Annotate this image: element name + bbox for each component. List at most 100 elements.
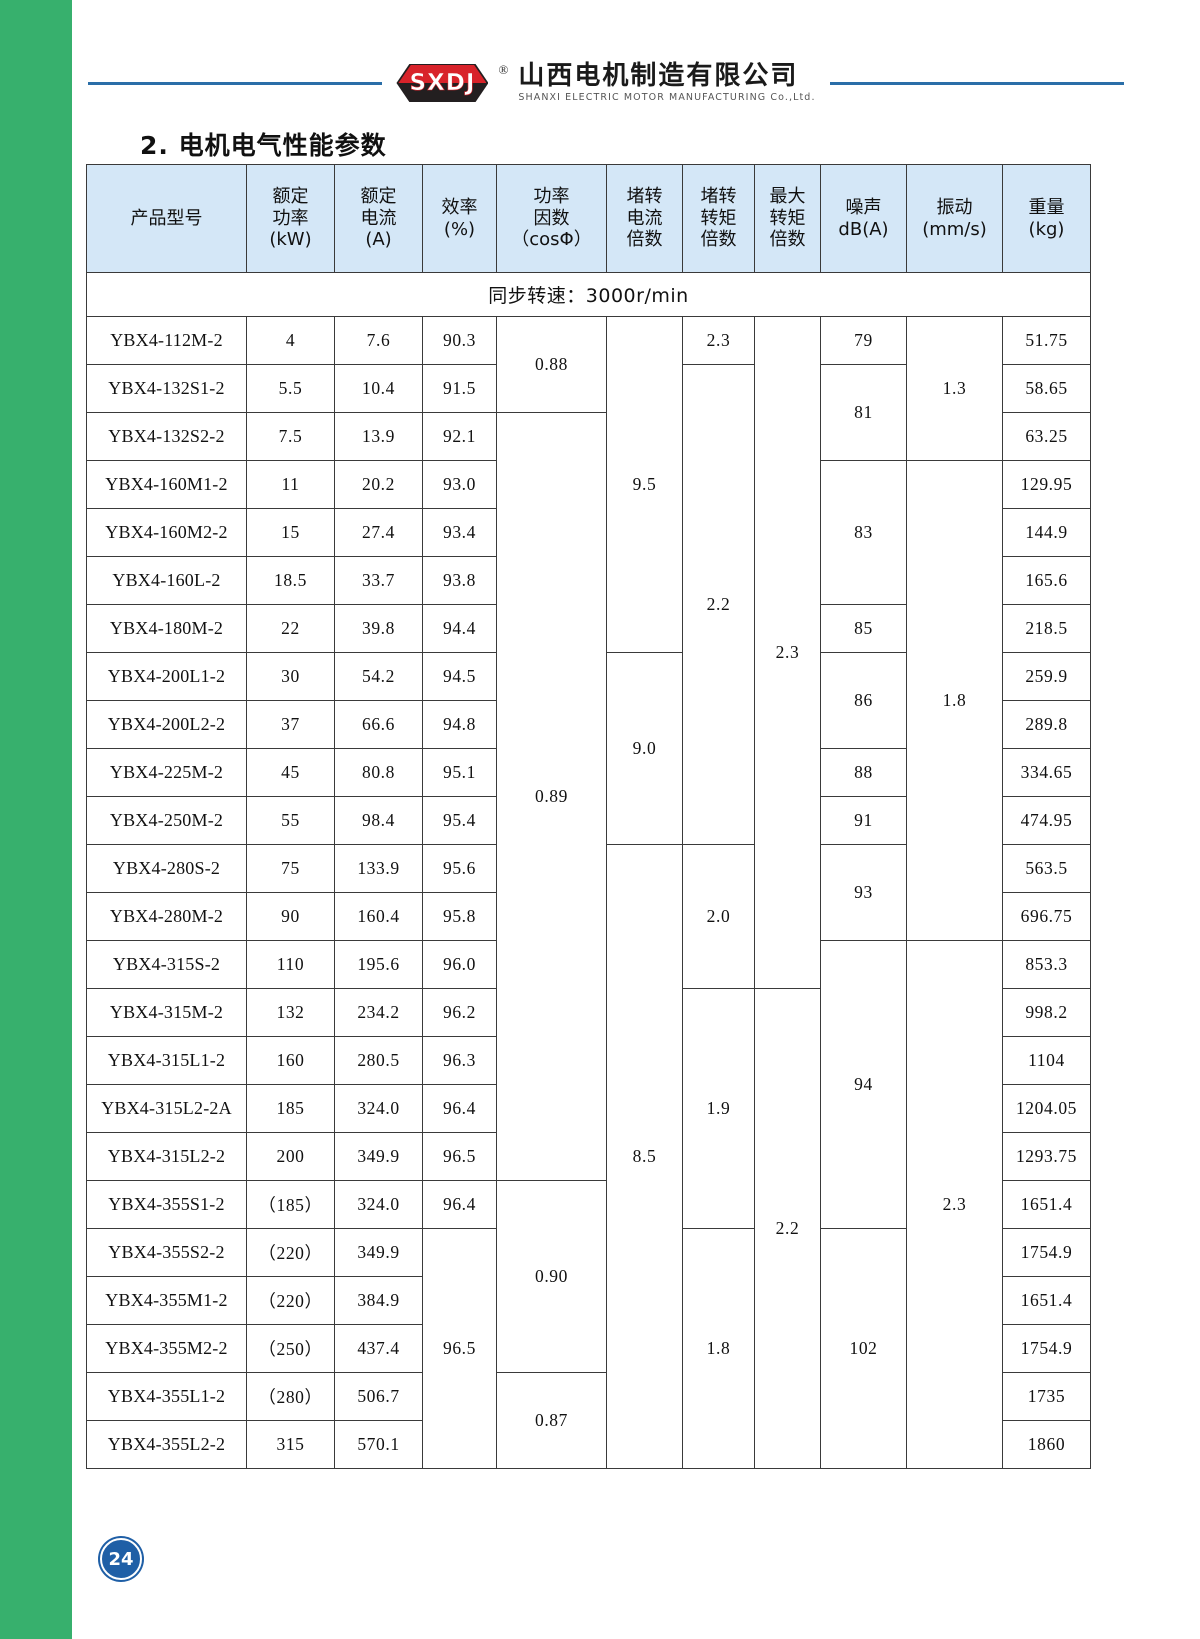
company-name-en: SHANXI ELECTRIC MOTOR MANUFACTURING Co.,… (518, 91, 816, 103)
cell-efficiency: 95.1 (422, 748, 497, 797)
left-green-band (0, 0, 72, 1639)
cell-noise: 91 (820, 796, 907, 845)
synchronous-speed-label: 同步转速：3000r/min (86, 272, 1091, 317)
cell-model: YBX4-200L1-2 (86, 652, 247, 701)
cell-power: （220） (246, 1276, 335, 1325)
cell-noise: 94 (820, 940, 907, 1229)
motor-parameters-table-wrap: 产品型号 额定 功率 (kW) 额定 电流 (A) 效率 (%) 功率 因数 （cosΦ） 堵转 电流 倍数… (86, 164, 1091, 1469)
cell-power-factor: 0.88 (496, 316, 607, 413)
header-rule-left (88, 81, 383, 85)
cell-weight: 1204.05 (1002, 1084, 1091, 1133)
cell-current: 98.4 (334, 796, 423, 845)
cell-current: 80.8 (334, 748, 423, 797)
sxdj-logo-icon: SXDJ (396, 60, 489, 106)
cell-weight: 563.5 (1002, 844, 1091, 893)
cell-power: 45 (246, 748, 335, 797)
table-row: YBX4-315S-2 110 195.6 96.0 94 2.3 853.3 (86, 940, 1091, 1469)
cell-power: 11 (246, 460, 335, 509)
cell-current: 27.4 (334, 508, 423, 557)
cell-efficiency: 96.2 (422, 988, 497, 1037)
cell-power: 18.5 (246, 556, 335, 605)
cell-weight: 144.9 (1002, 508, 1091, 557)
cell-current: 54.2 (334, 652, 423, 701)
cell-noise: 102 (820, 1228, 907, 1469)
cell-model: YBX4-355L1-2 (86, 1372, 247, 1421)
cell-power: 55 (246, 796, 335, 845)
cell-weight: 58.65 (1002, 364, 1091, 413)
cell-noise: 83 (820, 460, 907, 605)
cell-current: 10.4 (334, 364, 423, 413)
cell-current: 7.6 (334, 316, 423, 365)
cell-current: 234.2 (334, 988, 423, 1037)
cell-efficiency: 96.5 (422, 1228, 497, 1469)
company-name-group: 山西电机制造有限公司 SHANXI ELECTRIC MOTOR MANUFAC… (518, 63, 816, 103)
col-header-line: (kW) (269, 229, 312, 251)
col-header-line: dB(A) (838, 218, 889, 240)
cell-model: YBX4-315L1-2 (86, 1036, 247, 1085)
page-header: SXDJ ® 山西电机制造有限公司 SHANXI ELECTRIC MOTOR … (88, 52, 1125, 114)
cell-model: YBX4-160M1-2 (86, 460, 247, 509)
cell-locked-rotor-torque: 2.3 (682, 316, 755, 365)
col-header-line: 最大 (769, 185, 806, 207)
cell-current: 324.0 (334, 1180, 423, 1229)
cell-noise: 81 (820, 364, 907, 461)
col-header-line: 产品型号 (130, 207, 203, 229)
cell-model: YBX4-280M-2 (86, 892, 247, 941)
cell-model: YBX4-355M1-2 (86, 1276, 247, 1325)
cell-weight: 1651.4 (1002, 1276, 1091, 1325)
table-row: YBX4-250M-2 55 98.4 95.4 91 474.95 (86, 796, 1091, 845)
logo-red-band-shape (398, 65, 487, 83)
cell-efficiency: 94.8 (422, 700, 497, 749)
col-header-9: 振动 (mm/s) (906, 164, 1003, 273)
cell-locked-rotor-current: 8.5 (606, 844, 683, 1469)
cell-model: YBX4-355S2-2 (86, 1228, 247, 1277)
col-header-line: (mm/s) (922, 218, 987, 240)
cell-weight: 1651.4 (1002, 1180, 1091, 1229)
table-row: YBX4-280M-2 90 160.4 95.8 696.75 (86, 892, 1091, 941)
cell-model: YBX4-250M-2 (86, 796, 247, 845)
cell-power: 75 (246, 844, 335, 893)
cell-power: 15 (246, 508, 335, 557)
motor-parameters-table: 产品型号 额定 功率 (kW) 额定 电流 (A) 效率 (%) 功率 因数 （cosΦ） 堵转 电流 倍数… (86, 164, 1091, 1469)
cell-weight: 696.75 (1002, 892, 1091, 941)
cell-noise: 86 (820, 652, 907, 749)
section-title: 2. 电机电气性能参数 (140, 131, 387, 160)
cell-current: 39.8 (334, 604, 423, 653)
cell-efficiency: 96.0 (422, 940, 497, 989)
table-row: YBX4-160M2-2 15 27.4 93.4 144.9 (86, 508, 1091, 557)
cell-vibration: 1.3 (906, 316, 1003, 461)
cell-power: 315 (246, 1420, 335, 1469)
col-header-0: 产品型号 (86, 164, 247, 273)
col-header-10: 重量 (kg) (1002, 164, 1091, 273)
logo-wordmark: SXDJ (409, 70, 476, 97)
col-header-4: 功率 因数 （cosΦ） (496, 164, 607, 273)
cell-model: YBX4-315L2-2A (86, 1084, 247, 1133)
col-header-line: 额定 (272, 185, 309, 207)
header-row: 产品型号 额定 功率 (kW) 额定 电流 (A) 效率 (%) 功率 因数 （cosΦ） 堵转 电流 倍数… (86, 164, 1091, 273)
cell-current: 437.4 (334, 1324, 423, 1373)
col-header-line: 振动 (936, 196, 973, 218)
cell-efficiency: 93.0 (422, 460, 497, 509)
cell-model: YBX4-132S1-2 (86, 364, 247, 413)
table-row: YBX4-200L1-2 30 54.2 94.5 9.0 86 259.9 (86, 652, 1091, 845)
cell-power: 90 (246, 892, 335, 941)
table-row: YBX4-355L2-2 315 570.1 1860 (86, 1420, 1091, 1469)
registered-trademark-icon: ® (498, 62, 509, 77)
table-row: YBX4-225M-2 45 80.8 95.1 88 334.65 (86, 748, 1091, 797)
table-row: YBX4-200L2-2 37 66.6 94.8 289.8 (86, 700, 1091, 749)
cell-weight: 129.95 (1002, 460, 1091, 509)
cell-model: YBX4-355M2-2 (86, 1324, 247, 1373)
cell-weight: 289.8 (1002, 700, 1091, 749)
cell-power-factor: 0.90 (496, 1180, 607, 1373)
col-header-line: (A) (365, 229, 392, 251)
table-row: YBX4-160L-2 18.5 33.7 93.8 165.6 (86, 556, 1091, 605)
cell-power: 4 (246, 316, 335, 365)
table-row: YBX4-315M-2 132 234.2 96.2 1.9 2.2 998.2 (86, 988, 1091, 1469)
cell-power: （280） (246, 1372, 335, 1421)
cell-current: 133.9 (334, 844, 423, 893)
cell-noise: 85 (820, 604, 907, 653)
cell-current: 506.7 (334, 1372, 423, 1421)
table-row: YBX4-355S2-2 （220） 349.9 96.5 1.8 102 1754.9 (86, 1228, 1091, 1469)
cell-model: YBX4-200L2-2 (86, 700, 247, 749)
col-header-line: 转矩 (769, 207, 806, 229)
